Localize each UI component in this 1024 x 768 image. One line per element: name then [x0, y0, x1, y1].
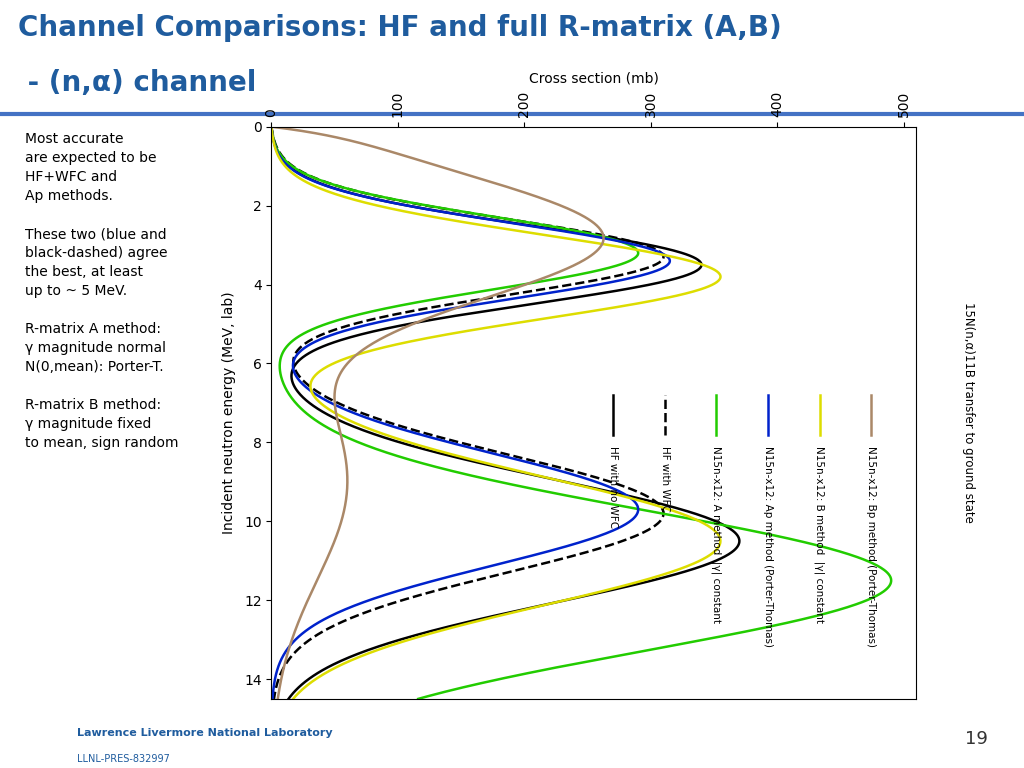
Text: N15n-x12: B method  |γ| constant: N15n-x12: B method |γ| constant — [814, 446, 825, 624]
Text: - (n,α) channel: - (n,α) channel — [18, 69, 257, 97]
Text: HF with WFC: HF with WFC — [659, 446, 670, 512]
Text: 19: 19 — [966, 730, 988, 748]
Text: Channel Comparisons: HF and full R-matrix (A,B): Channel Comparisons: HF and full R-matri… — [18, 15, 782, 42]
X-axis label: Cross section (mb): Cross section (mb) — [529, 71, 658, 85]
Text: LLNL-PRES-832997: LLNL-PRES-832997 — [77, 753, 170, 763]
Text: N15n-x12: Ap method (Porter-Thomas): N15n-x12: Ap method (Porter-Thomas) — [763, 446, 773, 647]
Text: HF with no WFC: HF with no WFC — [608, 446, 618, 528]
Text: Most accurate
are expected to be
HF+WFC and
Ap methods.

These two (blue and
bla: Most accurate are expected to be HF+WFC … — [25, 132, 178, 449]
Y-axis label: Incident neutron energy (MeV, lab): Incident neutron energy (MeV, lab) — [221, 292, 236, 534]
Text: N15n-x12: A method  |γ| constant: N15n-x12: A method |γ| constant — [712, 446, 722, 624]
Text: 15N(n,α)11B transfer to ground state: 15N(n,α)11B transfer to ground state — [962, 303, 975, 523]
Text: N15n-x12: Bp method (Porter-Thomas): N15n-x12: Bp method (Porter-Thomas) — [866, 446, 877, 647]
Text: Lawrence Livermore National Laboratory: Lawrence Livermore National Laboratory — [77, 728, 333, 738]
